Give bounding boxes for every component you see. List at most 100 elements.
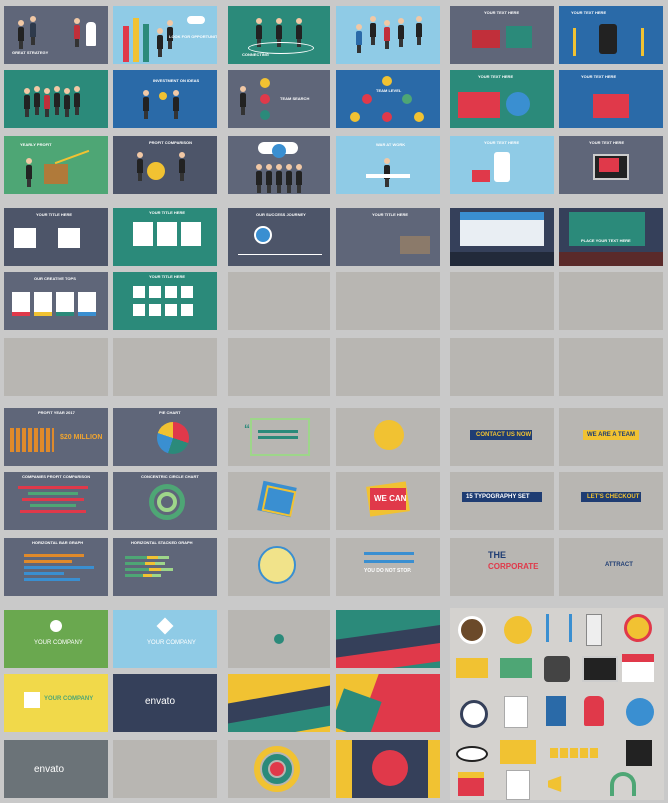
document-icon[interactable]: [504, 696, 528, 728]
slide-war-at-work[interactable]: WAR AT WORK: [336, 136, 440, 194]
slide-pie-chart[interactable]: PIE CHART: [113, 408, 217, 466]
floppy-disk-icon[interactable]: [626, 740, 652, 766]
credit-card-icon[interactable]: [456, 658, 488, 678]
slide-media-mail[interactable]: YOUR TEXT HERE: [559, 70, 663, 128]
megaphone-icon[interactable]: [548, 776, 562, 792]
slide-quote-hexagon[interactable]: [228, 472, 330, 530]
logo-yellow[interactable]: YOUR COMPANY: [4, 674, 108, 732]
slide-team-crowd[interactable]: [336, 6, 440, 64]
shape-dot[interactable]: [228, 610, 330, 668]
slide-team-search[interactable]: TEAM SEARCH: [228, 70, 330, 128]
chess-king-icon: [86, 22, 96, 46]
folder-icon[interactable]: [500, 740, 536, 764]
slide-title: CONCENTRIC CIRCLE CHART: [141, 474, 199, 479]
slide-quote-wave[interactable]: [228, 538, 330, 596]
empty-slot: [4, 338, 108, 396]
coffee-cup-icon[interactable]: [458, 616, 486, 644]
slide-title: YOUR TEXT HERE: [484, 10, 520, 15]
slide-concentric-circle[interactable]: CONCENTRIC CIRCLE CHART: [113, 472, 217, 530]
empty-slot: [450, 272, 554, 330]
slide-media-mobile[interactable]: YOUR TEXT HERE: [450, 136, 554, 194]
compass-icon[interactable]: [460, 700, 488, 728]
coins-icon[interactable]: [504, 616, 532, 644]
slide-success-journey[interactable]: OUR SUCCESS JOURNEY: [228, 208, 330, 266]
slide-title: WAR AT WORK: [376, 142, 406, 147]
slide-quote-text[interactable]: YOU DO NOT STOP.: [336, 538, 440, 596]
slide-great-strategy[interactable]: GREAT STRATEGY: [4, 6, 108, 64]
slide-team-group[interactable]: [4, 70, 108, 128]
target-icon[interactable]: [624, 614, 652, 642]
book-icon[interactable]: [546, 696, 566, 726]
slide-team-level[interactable]: TEAM LEVEL: [336, 70, 440, 128]
slide-we-are-team[interactable]: WE ARE A TEAM: [559, 408, 663, 466]
slide-typography-set[interactable]: 15 TYPOGRAPHY SET: [450, 472, 554, 530]
gift-icon[interactable]: [458, 772, 484, 796]
shape-stripes[interactable]: [336, 610, 440, 668]
shape-folds[interactable]: [228, 674, 330, 732]
slide-companies-profit[interactable]: COMPANIES PROFIT COMPARISON: [4, 472, 108, 530]
slide-title: CONNECTING: [242, 52, 269, 57]
quote-text: YOU DO NOT STOP.: [364, 568, 412, 574]
empty-slot: [228, 338, 330, 396]
slide-the-corporate[interactable]: THE CORPORATE: [450, 538, 554, 596]
logo-envato-dark[interactable]: envato: [113, 674, 217, 732]
slide-attract[interactable]: ATTRACT: [559, 538, 663, 596]
slide-media-construction[interactable]: YOUR TEXT HERE: [559, 6, 663, 64]
slide-creative-tops[interactable]: OUR CREATIVE TOPS: [4, 272, 108, 330]
slide-title: YOUR TITLE HERE: [149, 210, 186, 215]
slide-contact-us[interactable]: CONTACT US NOW: [450, 408, 554, 466]
slide-title: YEARLY PROFIT: [20, 142, 52, 147]
globe-icon[interactable]: [626, 698, 654, 726]
slide-title: YOUR TITLE HERE: [36, 212, 73, 217]
monitor-icon[interactable]: [582, 656, 618, 682]
slide-media-video[interactable]: YOUR TEXT HERE: [450, 70, 554, 128]
banknote-icon[interactable]: [500, 658, 532, 678]
slide-title: OUR CREATIVE TOPS: [34, 276, 76, 281]
slide-quote-badge[interactable]: [336, 408, 440, 466]
store-icon[interactable]: [622, 654, 654, 682]
shape-disc[interactable]: [336, 740, 440, 798]
slide-yearly-profit[interactable]: YEARLY PROFIT: [4, 136, 108, 194]
slide-journey-photo[interactable]: YOUR TITLE HERE: [336, 208, 440, 266]
report-chart-icon[interactable]: [506, 770, 530, 800]
eye-icon[interactable]: [456, 746, 488, 762]
lightbulb-icon: [159, 92, 167, 100]
typo-text: THE: [488, 550, 506, 560]
empty-slot: [450, 338, 554, 396]
slide-profit-comparison[interactable]: PROFIT COMPARISON: [113, 136, 217, 194]
hard-drive-icon[interactable]: [544, 656, 570, 682]
slide-website-presenter[interactable]: PLACE YOUR TEXT HERE: [559, 208, 663, 266]
rating-stars-icon[interactable]: [550, 748, 600, 758]
slide-people-grid[interactable]: YOUR TITLE HERE: [113, 272, 217, 330]
dress-icon[interactable]: [584, 696, 604, 726]
slide-we-can[interactable]: WE CAN: [336, 472, 440, 530]
shape-triangles[interactable]: [336, 674, 440, 732]
slide-globe-crowd[interactable]: [228, 136, 330, 194]
slide-media-lab[interactable]: YOUR TEXT HERE: [559, 136, 663, 194]
slide-connecting[interactable]: CONNECTING: [228, 6, 330, 64]
slide-lets-checkout[interactable]: LET'S CHECKOUT: [559, 472, 663, 530]
slide-website-audience[interactable]: [450, 208, 554, 266]
headset-icon[interactable]: [610, 772, 636, 796]
slide-horizontal-stacked[interactable]: HORIZONTAL STACKED GRAPH: [113, 538, 217, 596]
slide-quote-frame[interactable]: “: [228, 408, 330, 466]
logo-envato-gray[interactable]: envato: [4, 740, 108, 798]
slide-horizontal-bar[interactable]: HORIZONTAL BAR GRAPH: [4, 538, 108, 596]
mobile-phone-icon[interactable]: [586, 614, 602, 646]
typo-text: LET'S CHECKOUT: [587, 494, 640, 500]
logo-green[interactable]: YOUR COMPANY: [4, 610, 108, 668]
slide-look-for-opportunity[interactable]: LOOK FOR OPPORTUNITY: [113, 6, 217, 64]
slide-investment-on-ideas[interactable]: INVESTMENT ON IDEAS: [113, 70, 217, 128]
compass-tool-icon[interactable]: [546, 614, 572, 642]
slide-title: LOOK FOR OPPORTUNITY: [169, 34, 217, 39]
slide-people-pair[interactable]: YOUR TITLE HERE: [4, 208, 108, 266]
empty-slot: [228, 272, 330, 330]
callout-text: WE CAN: [374, 494, 407, 503]
slide-people-trio[interactable]: YOUR TITLE HERE: [113, 208, 217, 266]
logo-sky[interactable]: YOUR COMPANY: [113, 610, 217, 668]
slide-profit-year[interactable]: PROFIT YEAR 2017 $20 MILLION: [4, 408, 108, 466]
typo-text: WE ARE A TEAM: [587, 432, 635, 438]
shape-rings[interactable]: [228, 740, 330, 798]
slide-media-devices[interactable]: YOUR TEXT HERE: [450, 6, 554, 64]
map-pin-icon: [254, 226, 272, 244]
